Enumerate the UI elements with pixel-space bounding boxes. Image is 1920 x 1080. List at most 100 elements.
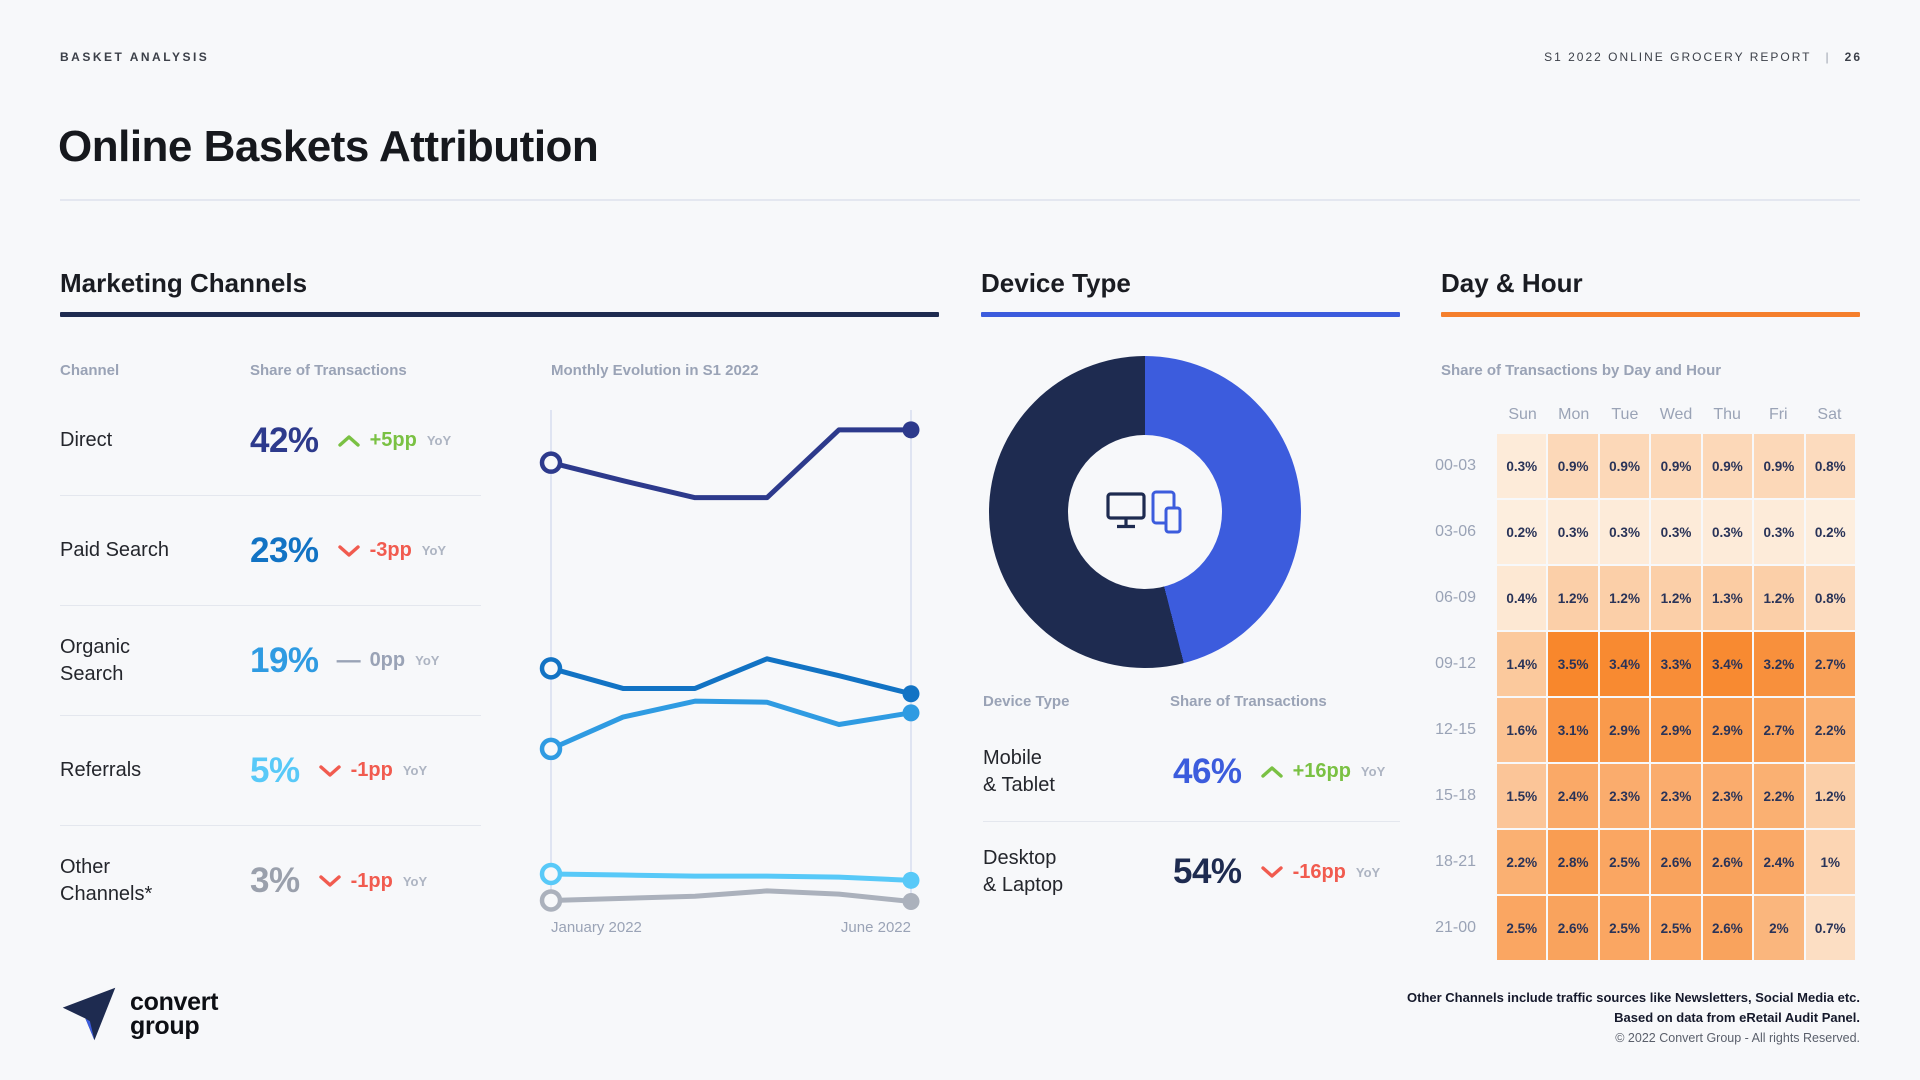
heatmap-cell: 0.2% xyxy=(1497,500,1547,564)
heatmap-cell: 2.5% xyxy=(1599,896,1650,960)
yoy-change-value: -1pp xyxy=(350,759,393,781)
heatmap-cell: 0.7% xyxy=(1805,896,1855,960)
series-end-marker xyxy=(902,893,920,911)
heatmap-subtitle: Share of Transactions by Day and Hour xyxy=(1441,362,1722,379)
trend-down-icon xyxy=(318,764,341,777)
heatmap-cell: 1.6% xyxy=(1497,698,1547,762)
yoy-change-value: -3pp xyxy=(369,539,412,561)
x-axis-label-start: January 2022 xyxy=(551,919,642,936)
heatmap-cell: 0.8% xyxy=(1805,566,1855,630)
row-label: Organic Search xyxy=(60,635,131,685)
heatmap-cell: 0.3% xyxy=(1548,500,1598,564)
heatmap-cell: 2.3% xyxy=(1599,764,1650,828)
header-right: S1 2022 ONLINE GROCERY REPORT | 26 xyxy=(1544,50,1862,64)
heatmap-cell: 0.9% xyxy=(1548,434,1598,498)
marketing-underbar xyxy=(60,312,939,317)
day-label: Tue xyxy=(1611,406,1639,423)
heatmap-cell: 2.3% xyxy=(1702,764,1753,828)
trend-up-icon xyxy=(337,434,360,447)
heatmap-cell: 0.9% xyxy=(1599,434,1650,498)
heatmap-cell: 0.3% xyxy=(1599,500,1650,564)
logo-text: convert group xyxy=(130,987,219,1040)
heatmap-cell: 1.5% xyxy=(1497,764,1547,828)
heatmap-cell: 0.8% xyxy=(1805,434,1855,498)
series-line xyxy=(548,656,914,697)
heatmap-cell: 2.7% xyxy=(1805,632,1855,696)
heatmap-cell: 0.9% xyxy=(1651,434,1701,498)
trend-up-icon xyxy=(1260,765,1283,778)
page-number: 26 xyxy=(1844,50,1862,64)
channel-row: Organic Search 19% —0pp YoY xyxy=(60,606,481,716)
row-label: Referrals xyxy=(60,759,142,781)
yoy-change-value: 0pp xyxy=(369,649,406,671)
yoy-change-value: -1pp xyxy=(350,869,393,892)
hour-label: 18-21 xyxy=(1435,853,1476,870)
footnotes: Other Channels include traffic sources l… xyxy=(1407,988,1860,1048)
heatmap-grid: 0.3% 0.9% 0.9% 0.9% 0.9% 0.9% 0.8% 0.2% 0.3% 0.3%… xyxy=(1497,434,1855,960)
day-label: Sat xyxy=(1817,406,1842,423)
yoy-label: YoY xyxy=(402,873,428,889)
desktop-icon xyxy=(1106,492,1146,529)
heatmap-cell: 1.3% xyxy=(1702,566,1753,630)
yoy-label: YoY xyxy=(426,433,452,448)
heatmap-cell: 2.9% xyxy=(1702,698,1753,762)
heatmap-cell: 2.5% xyxy=(1599,830,1650,894)
share-value: 42% xyxy=(250,420,319,460)
heatmap-hour-labels: 00-03 03-06 06-09 09-12 12-15 15-18 18-21 21-00 xyxy=(1384,434,1488,960)
series-line xyxy=(548,698,914,752)
monthly-evolution-chart xyxy=(539,410,920,912)
channel-row: Paid Search 23% -3pp YoY xyxy=(60,496,481,606)
hour-label: 09-12 xyxy=(1435,655,1476,672)
heatmap-cell: 0.3% xyxy=(1651,500,1701,564)
marketing-rows: Direct 42% +5pp YoY Paid Search 23% -3pp YoY Org… xyxy=(60,386,481,936)
yoy-label: YoY xyxy=(421,543,447,558)
heatmap-cell: 2% xyxy=(1754,896,1804,960)
heatmap-cell: 0.3% xyxy=(1497,434,1547,498)
heatmap-cell: 3.4% xyxy=(1702,632,1753,696)
heatmap-cell: 2.7% xyxy=(1754,698,1804,762)
device-underbar xyxy=(981,312,1400,317)
heatmap-cell: 2.6% xyxy=(1702,896,1753,960)
row-label: Paid Search xyxy=(60,539,169,561)
heatmap-cell: 3.5% xyxy=(1548,632,1598,696)
day-label: Wed xyxy=(1659,406,1693,423)
share-value-group: 19% —0pp YoY xyxy=(250,640,440,680)
heatmap-cell: 2.2% xyxy=(1497,830,1547,894)
trend-down-icon xyxy=(337,544,360,557)
x-axis-label-end: June 2022 xyxy=(840,919,911,936)
day-label: Mon xyxy=(1558,406,1590,423)
row-label: Desktop & Laptop xyxy=(983,847,1064,896)
yoy-change-value: +16pp xyxy=(1292,760,1351,782)
heatmap-day-labels: Sun Mon Tue Wed Thu Fri Sat xyxy=(1497,406,1855,424)
mobile-tablet-icon xyxy=(1151,490,1182,534)
section-title-dayhour: Day & Hour xyxy=(1441,268,1583,298)
yoy-label: YoY xyxy=(1360,764,1386,779)
heatmap-cell: 0.3% xyxy=(1754,500,1804,564)
heatmap-cell: 0.9% xyxy=(1702,434,1753,498)
heatmap-cell: 3.4% xyxy=(1599,632,1650,696)
hour-label: 15-18 xyxy=(1435,787,1476,804)
donut-hole xyxy=(1068,435,1222,589)
yoy-change-value: -16pp xyxy=(1292,860,1346,883)
share-value: 19% xyxy=(250,640,319,680)
series-line xyxy=(548,871,914,883)
heatmap-cell: 3.3% xyxy=(1651,632,1701,696)
heatmap-cell: 1.2% xyxy=(1548,566,1598,630)
channel-row: Referrals 5% -1pp YoY xyxy=(60,716,481,826)
report-kicker: BASKET ANALYSIS xyxy=(60,50,210,64)
day-label: Thu xyxy=(1713,406,1741,423)
trend-down-icon xyxy=(318,875,341,887)
series-start-marker xyxy=(539,451,563,474)
footnote-source: Based on data from eRetail Audit Panel. xyxy=(1614,1009,1860,1025)
heatmap-cell: 2.2% xyxy=(1805,698,1855,762)
column-header-device-share: Share of Transactions xyxy=(1170,693,1327,710)
yoy-label: YoY xyxy=(402,763,428,778)
heatmap-cell: 3.1% xyxy=(1548,698,1598,762)
heatmap-cell: 2.5% xyxy=(1651,896,1701,960)
share-value: 5% xyxy=(250,750,300,790)
device-row: Mobile & Tablet 46% +16pp YoY xyxy=(983,722,1400,822)
series-line xyxy=(548,427,914,501)
share-value: 46% xyxy=(1173,751,1242,791)
heatmap-cell: 0.2% xyxy=(1805,500,1855,564)
logo-mark-icon xyxy=(62,987,116,1041)
